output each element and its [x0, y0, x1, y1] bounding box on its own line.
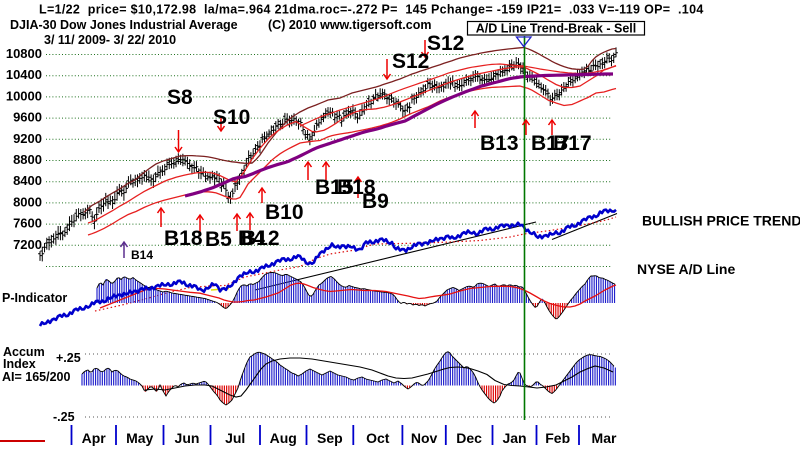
svg-text:B18: B18 — [164, 227, 203, 250]
svg-text:Aug: Aug — [270, 430, 297, 446]
svg-text:Sep: Sep — [317, 430, 343, 446]
svg-text:Nov: Nov — [411, 430, 438, 446]
svg-text:10800: 10800 — [6, 46, 42, 61]
svg-text:NYSE A/D Line: NYSE A/D Line — [637, 261, 735, 277]
svg-text:Dec: Dec — [456, 430, 482, 446]
svg-text:L=1/22 price= $10,172.98 la/: L=1/22 price= $10,172.98 la/ma=.964 21dm… — [39, 3, 704, 17]
svg-text:3/ 11/ 2009- 3/ 22/ 2010: 3/ 11/ 2009- 3/ 22/ 2010 — [44, 33, 176, 47]
svg-text:A/D Line Trend-Break - Sell: A/D Line Trend-Break - Sell — [476, 22, 636, 36]
svg-text:BULLISH PRICE TREND: BULLISH PRICE TREND — [642, 213, 800, 229]
svg-text:S10: S10 — [213, 106, 250, 129]
svg-text:Mar: Mar — [592, 430, 617, 446]
svg-text:Jan: Jan — [502, 430, 526, 446]
svg-text:7600: 7600 — [13, 216, 42, 231]
svg-text:AI= 165/200: AI= 165/200 — [2, 370, 71, 384]
svg-text:9200: 9200 — [13, 131, 42, 146]
svg-text:B17: B17 — [531, 132, 570, 155]
svg-text:S12: S12 — [427, 32, 464, 55]
svg-text:7200: 7200 — [13, 237, 42, 252]
svg-text:B12: B12 — [241, 227, 280, 250]
svg-text:Index: Index — [3, 357, 36, 371]
svg-text:Accum: Accum — [3, 345, 45, 359]
svg-text:(C) 2010 www.tigersoft.com: (C) 2010 www.tigersoft.com — [268, 18, 431, 32]
svg-text:DJIA-30 Dow Jones Industrial: DJIA-30 Dow Jones Industrial Average — [10, 18, 238, 32]
svg-text:B15: B15 — [315, 176, 354, 199]
svg-text:Oct: Oct — [366, 430, 390, 446]
svg-text:B9: B9 — [362, 190, 389, 213]
svg-text:8000: 8000 — [13, 194, 42, 209]
svg-text:9600: 9600 — [13, 110, 42, 125]
svg-text:Jul: Jul — [225, 430, 245, 446]
svg-text:B14: B14 — [131, 248, 153, 262]
svg-text:+.25: +.25 — [56, 351, 81, 365]
svg-text:May: May — [126, 430, 153, 446]
svg-text:B5: B5 — [205, 228, 232, 251]
svg-text:B18: B18 — [337, 176, 376, 199]
svg-text:S12: S12 — [392, 50, 429, 73]
svg-text:8800: 8800 — [13, 152, 42, 167]
svg-text:10400: 10400 — [6, 67, 42, 82]
svg-text:B4: B4 — [238, 227, 265, 250]
svg-text:B13: B13 — [480, 132, 519, 155]
svg-text:-.25: -.25 — [53, 410, 75, 424]
svg-text:10000: 10000 — [6, 88, 42, 103]
svg-text:Apr: Apr — [82, 430, 107, 446]
svg-text:B10: B10 — [265, 201, 304, 224]
svg-text:Jun: Jun — [175, 430, 200, 446]
svg-text:Feb: Feb — [545, 430, 570, 446]
svg-text:B17: B17 — [553, 132, 592, 155]
svg-text:8400: 8400 — [13, 173, 42, 188]
svg-text:P-Indicator: P-Indicator — [2, 291, 67, 305]
svg-text:S8: S8 — [167, 86, 193, 109]
